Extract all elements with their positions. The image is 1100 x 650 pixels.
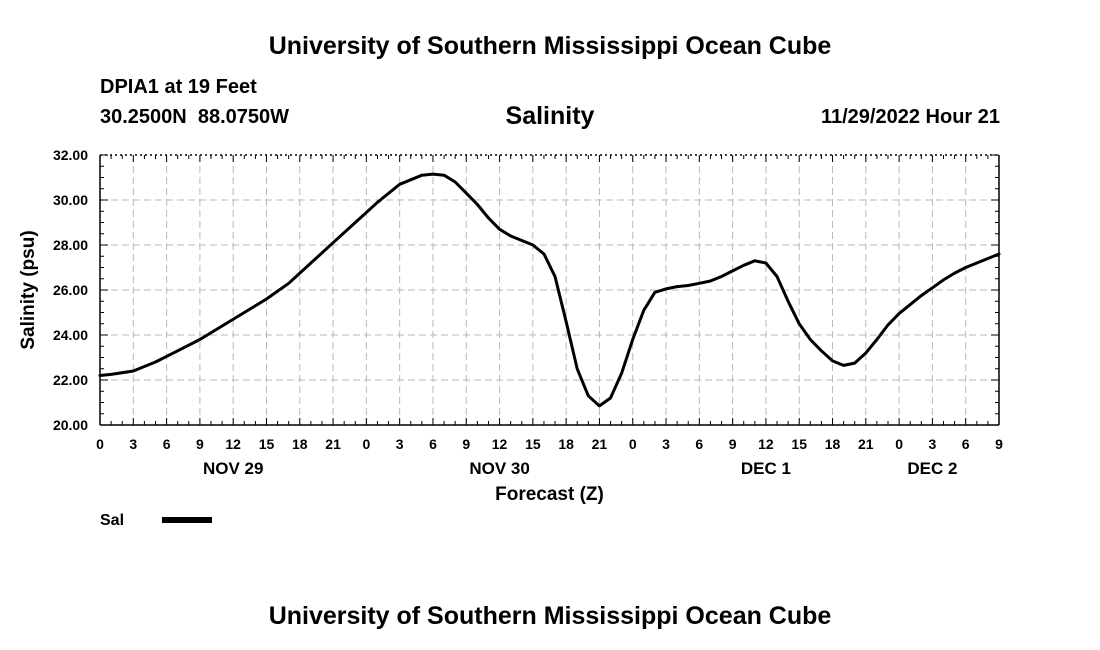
x-tick-label: 12 xyxy=(758,436,774,452)
x-tick-label: 15 xyxy=(259,436,275,452)
x-tick-label: 6 xyxy=(429,436,437,452)
y-tick-label: 24.00 xyxy=(53,327,88,343)
x-tick-label: 9 xyxy=(729,436,737,452)
x-axis-label: Forecast (Z) xyxy=(495,484,604,505)
series-line-sal xyxy=(98,172,1001,408)
x-tick-label: 15 xyxy=(525,436,541,452)
x-tick-label: 3 xyxy=(662,436,670,452)
x-tick-label: 6 xyxy=(962,436,970,452)
x-tick-label: 21 xyxy=(858,436,874,452)
x-tick-label: 15 xyxy=(791,436,807,452)
y-tick-label: 32.00 xyxy=(53,147,88,163)
y-tick-label: 28.00 xyxy=(53,237,88,253)
chart-title: Salinity xyxy=(505,102,595,130)
x-tick-label: 9 xyxy=(462,436,470,452)
x-tick-label: 18 xyxy=(292,436,308,452)
x-tick-label: 3 xyxy=(129,436,137,452)
x-tick-label: 3 xyxy=(396,436,404,452)
date-label: DEC 1 xyxy=(741,459,791,478)
x-tick-label: 21 xyxy=(592,436,608,452)
x-tick-label: 21 xyxy=(325,436,341,452)
y-tick-label: 30.00 xyxy=(53,192,88,208)
legend-label: Sal xyxy=(100,512,124,529)
x-tick-label: 0 xyxy=(362,436,370,452)
x-tick-label: 0 xyxy=(629,436,637,452)
x-tick-label: 6 xyxy=(163,436,171,452)
date-label: NOV 30 xyxy=(469,459,529,478)
x-tick-label: 12 xyxy=(492,436,508,452)
date-label: DEC 2 xyxy=(907,459,957,478)
x-tick-label: 3 xyxy=(929,436,937,452)
x-tick-label: 0 xyxy=(895,436,903,452)
station-label: DPIA1 at 19 Feet xyxy=(100,76,257,98)
x-tick-label: 9 xyxy=(196,436,204,452)
coordinates-label: 30.2500N 88.0750W xyxy=(100,106,290,128)
x-tick-label: 9 xyxy=(995,436,1003,452)
y-axis-label: Salinity (psu) xyxy=(18,230,39,349)
x-tick-label: 18 xyxy=(825,436,841,452)
bottom-title: University of Southern Mississippi Ocean… xyxy=(268,602,832,630)
y-tick-label: 22.00 xyxy=(53,372,88,388)
x-tick-label: 12 xyxy=(225,436,241,452)
x-tick-label: 0 xyxy=(96,436,104,452)
issued-time: 11/29/2022 Hour 21 xyxy=(820,106,1000,128)
date-label: NOV 29 xyxy=(203,459,263,478)
x-tick-label: 6 xyxy=(695,436,703,452)
y-tick-label: 20.00 xyxy=(53,417,88,433)
x-tick-label: 18 xyxy=(558,436,574,452)
y-tick-label: 26.00 xyxy=(53,282,88,298)
top-title: University of Southern Mississippi Ocean… xyxy=(268,32,832,60)
